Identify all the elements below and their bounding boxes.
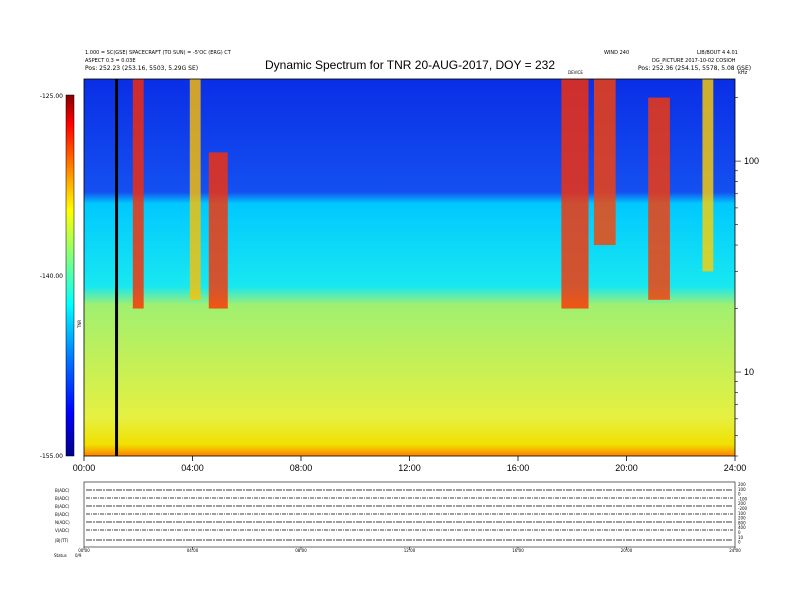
- colorbar-tick-label: -155.00: [40, 453, 63, 460]
- header-right-far: LIB/BOUT 4 4.01: [697, 50, 738, 56]
- lower-right-tick: 100: [738, 511, 746, 516]
- header-right-mid: WIND 240: [604, 50, 630, 56]
- lower-right-tick: 100: [738, 487, 746, 492]
- chart-title: Dynamic Spectrum for TNR 20-AUG-2017, DO…: [264, 58, 555, 72]
- lower-panel-rows: B(ADC) B(ADC) B(ADC) B(ADC) N(ADC) V(ADC) |B|(…: [55, 482, 748, 545]
- spectrogram-panel: 00:00 04:00 08:00 12:00 16:00 20:00 24:00 1010…: [73, 70, 759, 473]
- burst-mark: [648, 97, 670, 300]
- lower-row-label: B(ADC): [55, 488, 70, 493]
- colorbar-tick-label: -140.00: [40, 273, 63, 280]
- lower-right-tick: 200: [738, 501, 746, 506]
- colorbar-label: TNR: [77, 320, 82, 329]
- spectrogram-background: [84, 79, 735, 456]
- y-tick-label: 100: [744, 156, 759, 166]
- lower-right-tick: 10: [738, 535, 744, 540]
- burst-mark: [593, 79, 616, 246]
- burst-mark: [702, 79, 714, 272]
- lower-right-tick: 800: [738, 520, 746, 525]
- status-value: 0/9: [75, 553, 82, 558]
- lower-x-tick-label: 12:00: [404, 548, 416, 553]
- marker-label: DEVICE: [568, 70, 583, 75]
- x-tick-label: 04:00: [181, 463, 204, 473]
- burst-mark: [132, 79, 144, 309]
- lower-right-tick: 0: [738, 540, 741, 545]
- x-tick-label: 08:00: [290, 463, 313, 473]
- lower-right-tick: 400: [738, 525, 746, 530]
- lower-x-tick-label: 16:00: [512, 548, 524, 553]
- lower-row-label: |B|(TT): [55, 538, 69, 543]
- burst-mark: [561, 79, 589, 309]
- colorbar: -125.00 -140.00 -155.00 TNR: [40, 93, 82, 460]
- lower-right-tick: 0: [738, 530, 741, 535]
- y-axis-ticks: 10 100: [735, 97, 759, 457]
- lower-panel: B(ADC) B(ADC) B(ADC) B(ADC) N(ADC) V(ADC) |B|(…: [54, 481, 748, 558]
- lower-x-tick-label: 00:00: [78, 548, 90, 553]
- x-tick-label: 00:00: [73, 463, 96, 473]
- burst-mark: [189, 79, 201, 300]
- header-left-line3: Pos: 252.23 (253.16, 5503, 5.29G SE): [85, 65, 199, 72]
- lower-row-label: B(ADC): [55, 496, 70, 501]
- header-right-line3: Pos: 252.36 (254.15, 5578, 5.08 GSE): [638, 65, 752, 72]
- x-tick-label: 20:00: [615, 463, 638, 473]
- x-tick-label: 24:00: [724, 463, 747, 473]
- header-right-line2: DG_PICTURE 2017-10-02 COSIOH: [652, 58, 736, 64]
- lower-right-tick: 200: [738, 516, 746, 521]
- lower-row-label: V(ADC): [55, 528, 70, 533]
- burst-layer: [132, 79, 714, 309]
- lower-right-tick: -100: [738, 496, 748, 501]
- status-label: Status: [54, 553, 67, 558]
- header-left-line2: ASPECT 0.3 = 0.03E: [85, 58, 136, 64]
- lower-x-tick-label: 04:00: [187, 548, 199, 553]
- x-tick-label: 12:00: [398, 463, 421, 473]
- lower-right-tick: 0: [738, 492, 741, 497]
- lower-panel-x-ticks: 00:00 04:00 08:00 12:00 16:00 20:00 24:00: [78, 547, 741, 553]
- burst-mark: [208, 152, 228, 309]
- lower-right-tick: 200: [738, 482, 746, 487]
- lower-x-tick-label: 20:00: [621, 548, 633, 553]
- y-tick-label: 10: [744, 367, 754, 377]
- colorbar-tick-label: -125.00: [40, 93, 63, 100]
- lower-x-tick-label: 08:00: [295, 548, 307, 553]
- lower-row-label: B(ADC): [55, 512, 70, 517]
- data-gap-line: [115, 79, 119, 456]
- header-left-line1: 1.000 = SC(GSE) SPACECRAFT (TO SUN) = -5…: [85, 50, 231, 56]
- lower-right-tick: -200: [738, 506, 748, 511]
- x-tick-label: 16:00: [507, 463, 530, 473]
- x-axis-ticks: 00:00 04:00 08:00 12:00 16:00 20:00 24:00: [73, 456, 747, 473]
- lower-x-tick-label: 24:00: [729, 548, 741, 553]
- lower-panel-frame: [83, 481, 736, 548]
- lower-row-label: N(ADC): [55, 520, 70, 525]
- colorbar-gradient: [65, 94, 75, 457]
- lower-row-label: B(ADC): [55, 504, 70, 509]
- corner-unit-label: kHz: [738, 70, 748, 76]
